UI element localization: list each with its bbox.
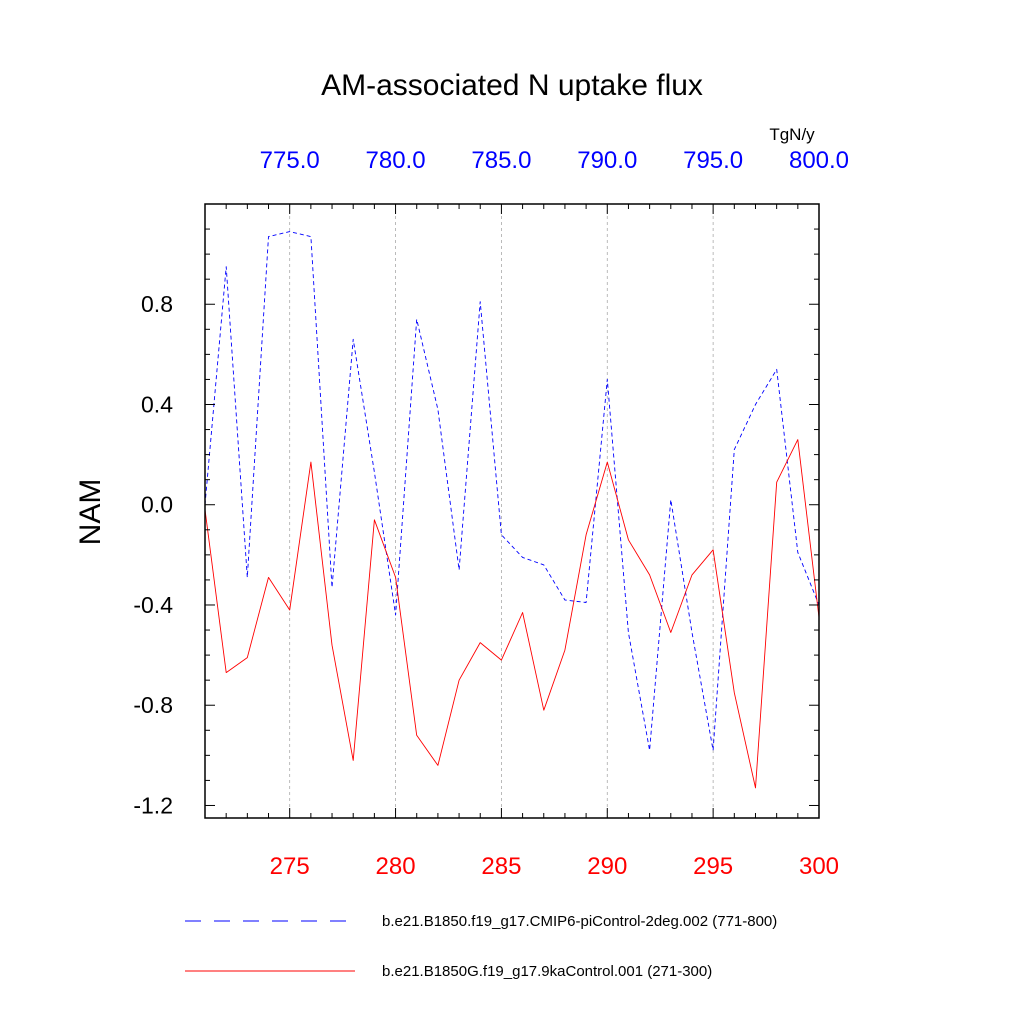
y-axis-label: NAM <box>74 479 107 546</box>
x-top-tick-label: 790.0 <box>577 147 637 174</box>
x-top-tick-label: 800.0 <box>789 147 849 174</box>
grid <box>289 204 714 818</box>
x-bottom-tick-label: 295 <box>693 853 733 880</box>
x-bottom-tick-label: 285 <box>481 853 521 880</box>
x-bottom-tick-label: 290 <box>587 853 627 880</box>
chart-title: AM-associated N uptake flux <box>321 69 703 102</box>
legend-label-blue: b.e21.B1850.f19_g17.CMIP6-piControl-2deg… <box>382 913 777 930</box>
x-top-tick-label: 775.0 <box>260 147 320 174</box>
x-bottom-tick-label: 300 <box>799 853 839 880</box>
axis-ticks: 275 280 285 290 295 300 775.0 780.0 785.0 790.0 79… <box>133 147 849 880</box>
y-tick-label: 0.0 <box>141 492 173 518</box>
x-top-tick-label: 780.0 <box>366 147 426 174</box>
y-tick-label: 0.4 <box>141 391 173 417</box>
legend-label-red: b.e21.B1850G.f19_g17.9kaControl.001 (271… <box>382 963 712 980</box>
series-line-red <box>204 439 820 789</box>
plot-frame <box>204 203 820 819</box>
series-line-blue <box>204 231 820 751</box>
x-bottom-tick-label: 275 <box>270 853 310 880</box>
x-top-tick-label: 795.0 <box>683 147 743 174</box>
y-tick-label: -1.2 <box>133 792 173 818</box>
y-tick-label: -0.4 <box>133 592 173 618</box>
x-top-tick-label: 785.0 <box>471 147 531 174</box>
series-layer <box>204 231 820 789</box>
top-axis-units: TgN/y <box>769 125 815 144</box>
legend: b.e21.B1850.f19_g17.CMIP6-piControl-2deg… <box>185 913 777 980</box>
y-tick-label: -0.8 <box>133 692 173 718</box>
y-tick-label: 0.8 <box>141 291 173 317</box>
x-bottom-tick-label: 280 <box>376 853 416 880</box>
